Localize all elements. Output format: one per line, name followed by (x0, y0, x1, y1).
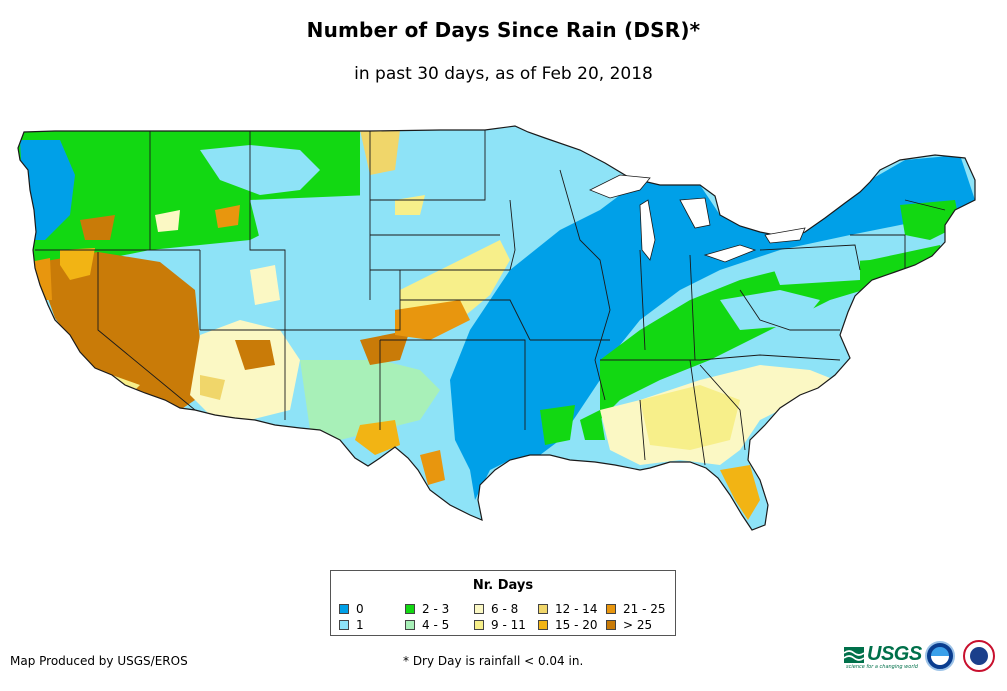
legend-swatch-5 (474, 620, 484, 630)
legend-item-1: 1 (339, 618, 364, 632)
legend-label-0: 0 (356, 602, 364, 616)
usgs-logo: USGS science for a changing world (843, 643, 922, 670)
legend-item-7: 15 - 20 (538, 618, 598, 632)
legend-swatch-6 (538, 604, 548, 614)
usgs-logo-text: USGS (867, 643, 922, 665)
legend-swatch-7 (538, 620, 548, 630)
legend-item-8: 21 - 25 (606, 602, 666, 616)
legend-swatch-2 (405, 604, 415, 614)
map-credit: Map Produced by USGS/EROS (10, 654, 188, 668)
legend-label-9: > 25 (623, 618, 653, 632)
legend-label-4: 6 - 8 (491, 602, 519, 616)
noaa-bird-icon (931, 647, 949, 665)
legend-item-3: 4 - 5 (405, 618, 449, 632)
legend-swatch-9 (606, 620, 616, 630)
legend-label-2: 2 - 3 (422, 602, 450, 616)
legend-swatch-0 (339, 604, 349, 614)
legend: Nr. Days 0 1 2 - 3 4 - 5 6 - 8 9 - 11 12… (330, 570, 676, 636)
map-title: Number of Days Since Rain (DSR)* (306, 18, 701, 42)
usgs-wave-icon (843, 645, 865, 665)
dry-day-footnote: * Dry Day is rainfall < 0.04 in. (403, 654, 584, 668)
legend-label-1: 1 (356, 618, 364, 632)
usgs-tagline: science for a changing world (846, 664, 918, 670)
legend-item-5: 9 - 11 (474, 618, 526, 632)
legend-swatch-3 (405, 620, 415, 630)
legend-item-9: > 25 (606, 618, 652, 632)
legend-item-2: 2 - 3 (405, 602, 449, 616)
legend-label-8: 21 - 25 (623, 602, 666, 616)
dsr-map (17, 125, 976, 531)
legend-label-3: 4 - 5 (422, 618, 450, 632)
nws-emblem-icon (970, 647, 988, 665)
legend-swatch-1 (339, 620, 349, 630)
legend-swatch-4 (474, 604, 484, 614)
legend-label-6: 12 - 14 (555, 602, 598, 616)
legend-swatch-8 (606, 604, 616, 614)
legend-item-0: 0 (339, 602, 364, 616)
map-subtitle: in past 30 days, as of Feb 20, 2018 (354, 64, 653, 84)
legend-label-7: 15 - 20 (555, 618, 598, 632)
legend-title: Nr. Days (472, 578, 534, 593)
legend-label-5: 9 - 11 (491, 618, 526, 632)
nws-logo (963, 640, 995, 672)
noaa-logo (925, 641, 955, 671)
legend-item-4: 6 - 8 (474, 602, 518, 616)
legend-item-6: 12 - 14 (538, 602, 598, 616)
